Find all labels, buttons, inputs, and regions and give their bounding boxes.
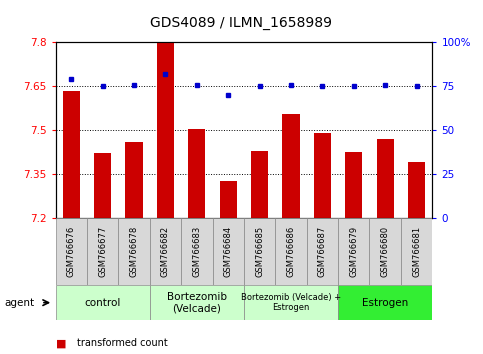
Bar: [150, 285, 244, 320]
Bar: [118, 218, 150, 285]
Text: control: control: [85, 298, 121, 308]
Text: GSM766686: GSM766686: [286, 226, 296, 277]
Bar: [150, 218, 181, 285]
Bar: [369, 218, 401, 285]
Bar: [181, 218, 213, 285]
Bar: [126, 142, 142, 218]
Bar: [56, 285, 150, 320]
Text: Bortezomib
(Velcade): Bortezomib (Velcade): [167, 292, 227, 314]
Bar: [188, 129, 205, 218]
Text: GSM766676: GSM766676: [67, 226, 76, 277]
Bar: [56, 218, 87, 285]
Text: GSM766679: GSM766679: [349, 226, 358, 277]
Bar: [157, 42, 174, 218]
Text: GSM766681: GSM766681: [412, 226, 421, 277]
Text: GSM766683: GSM766683: [192, 226, 201, 277]
Bar: [63, 91, 80, 218]
Text: GSM766680: GSM766680: [381, 226, 390, 277]
Bar: [213, 218, 244, 285]
Text: GSM766677: GSM766677: [98, 226, 107, 277]
Bar: [244, 285, 338, 320]
Text: GSM766687: GSM766687: [318, 226, 327, 277]
Bar: [251, 150, 268, 218]
Text: GSM766678: GSM766678: [129, 226, 139, 277]
Bar: [338, 218, 369, 285]
Bar: [87, 218, 118, 285]
Bar: [275, 218, 307, 285]
Bar: [307, 218, 338, 285]
Bar: [401, 218, 432, 285]
Text: transformed count: transformed count: [77, 338, 168, 348]
Text: GDS4089 / ILMN_1658989: GDS4089 / ILMN_1658989: [151, 16, 332, 30]
Text: GSM766684: GSM766684: [224, 226, 233, 277]
Text: ■: ■: [56, 338, 66, 348]
Bar: [94, 154, 111, 218]
Text: Bortezomib (Velcade) +
Estrogen: Bortezomib (Velcade) + Estrogen: [241, 293, 341, 312]
Bar: [220, 181, 237, 218]
Text: GSM766682: GSM766682: [161, 226, 170, 277]
Text: GSM766685: GSM766685: [255, 226, 264, 277]
Bar: [338, 285, 432, 320]
Bar: [314, 133, 331, 218]
Text: agent: agent: [5, 298, 35, 308]
Bar: [377, 139, 394, 218]
Bar: [283, 114, 299, 218]
Text: Estrogen: Estrogen: [362, 298, 408, 308]
Bar: [345, 152, 362, 218]
Bar: [244, 218, 275, 285]
Bar: [408, 162, 425, 218]
